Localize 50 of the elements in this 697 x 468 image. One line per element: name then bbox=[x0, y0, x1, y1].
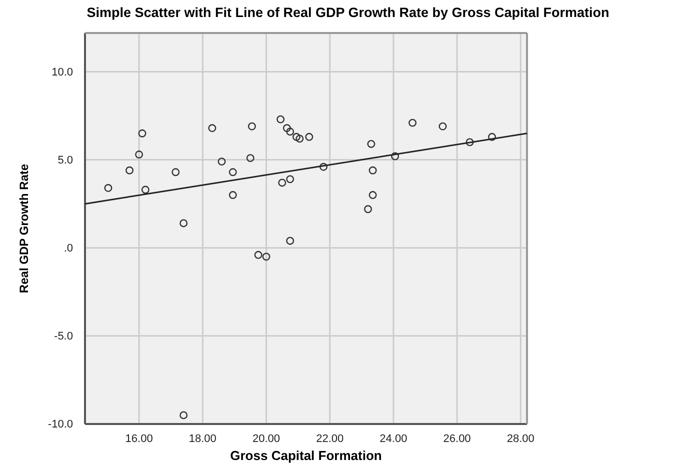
y-tick-label: -10.0 bbox=[48, 418, 73, 431]
point bbox=[286, 128, 294, 136]
x-tick-label: 26.00 bbox=[443, 432, 471, 445]
point bbox=[408, 118, 417, 127]
chart-title: Simple Scatter with Fit Line of Real GDP Growth Rate by Gross Capital Formation bbox=[86, 5, 610, 20]
point bbox=[368, 166, 377, 174]
point bbox=[282, 124, 291, 132]
point bbox=[228, 168, 237, 176]
point bbox=[262, 252, 270, 261]
point bbox=[305, 132, 314, 141]
y-axis-title: Real GDP Growth Rate bbox=[17, 164, 31, 294]
x-tick-label: 24.00 bbox=[380, 432, 408, 445]
point bbox=[278, 178, 286, 187]
point bbox=[138, 129, 146, 138]
point bbox=[367, 140, 376, 148]
point bbox=[368, 191, 377, 200]
x-tick-label: 28.00 bbox=[506, 432, 534, 445]
point bbox=[488, 132, 496, 141]
point bbox=[172, 168, 180, 176]
point bbox=[391, 152, 400, 160]
point bbox=[141, 186, 150, 194]
y-tick-label: 10.0 bbox=[52, 66, 73, 78]
y-tick-label: 5.0 bbox=[58, 154, 73, 166]
x-tick-label: 22.00 bbox=[316, 432, 344, 445]
point bbox=[364, 205, 372, 214]
point bbox=[286, 236, 294, 245]
point bbox=[296, 134, 304, 143]
point bbox=[180, 219, 188, 228]
point bbox=[135, 150, 144, 159]
x-axis-title: Gross Capital Formation bbox=[230, 448, 382, 463]
point bbox=[126, 166, 134, 174]
point bbox=[438, 122, 447, 130]
x-tick-label: 16.00 bbox=[125, 432, 153, 445]
point bbox=[254, 250, 262, 259]
point bbox=[246, 154, 254, 162]
point bbox=[180, 411, 188, 420]
point bbox=[320, 162, 328, 171]
x-tick-label: 18.00 bbox=[188, 432, 216, 445]
point bbox=[466, 138, 474, 146]
x-tick-label: 20.00 bbox=[252, 432, 280, 445]
point bbox=[286, 175, 294, 184]
point bbox=[248, 122, 256, 130]
y-tick-label: -5.0 bbox=[54, 330, 73, 342]
point bbox=[104, 184, 112, 192]
point bbox=[228, 191, 237, 200]
point bbox=[276, 115, 285, 124]
point bbox=[218, 158, 226, 166]
point bbox=[292, 132, 300, 141]
y-tick-label: .0 bbox=[64, 242, 73, 254]
point bbox=[208, 124, 216, 132]
